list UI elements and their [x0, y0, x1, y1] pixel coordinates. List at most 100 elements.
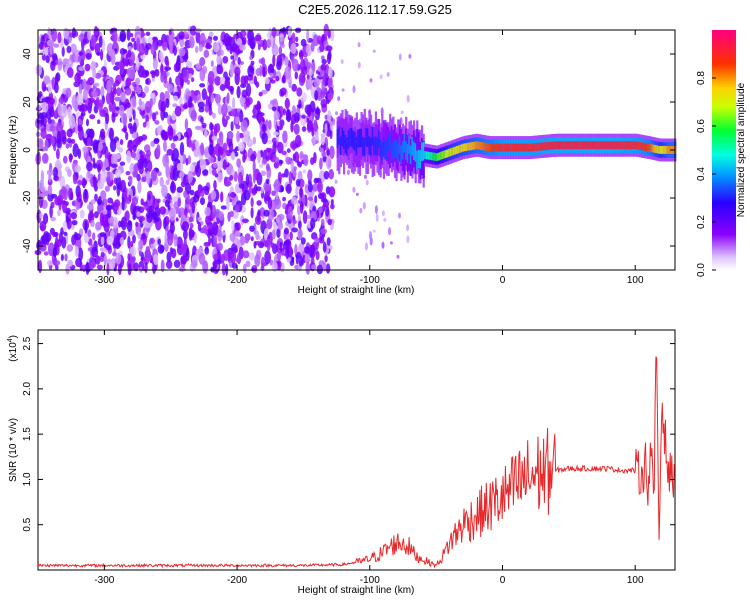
- spectrogram-cell: [245, 173, 250, 186]
- y-tick-label: 2.0: [22, 381, 33, 395]
- spectrogram-cell: [425, 151, 428, 160]
- spectrogram-cell: [381, 210, 385, 216]
- snr-panel: -300 -200 -100 0 100 0.5 1.0 1.5 2.0 2.5 Height …: [7, 329, 676, 596]
- spectrogram-cell: [135, 221, 139, 228]
- spectrogram-cell: [88, 97, 96, 104]
- spectrogram-cell: [273, 179, 281, 193]
- spectrogram-cell: [149, 93, 155, 99]
- spectrogram-cell: [546, 142, 549, 150]
- y-tick-label: -20: [22, 190, 33, 205]
- spectrogram-cell: [239, 109, 244, 123]
- spectrogram-cell: [427, 151, 430, 160]
- spectrogram-cell: [352, 85, 356, 93]
- snr-y-ticks: 0.5 1.0 1.5 2.0 2.5: [22, 336, 675, 532]
- spectrogram-cell: [310, 157, 315, 166]
- spectrogram-cell: [360, 128, 363, 148]
- spectrogram-cell: [648, 143, 651, 152]
- spectrogram-cell: [80, 104, 88, 113]
- spectrogram-cell: [146, 150, 152, 158]
- spectrogram-cell: [389, 131, 392, 169]
- spectrogram-cell: [44, 139, 49, 152]
- spectrogram-cell: [130, 33, 134, 38]
- spectrogram-cell: [290, 42, 297, 55]
- spectrogram-cell: [61, 236, 67, 249]
- spectrogram-cell: [287, 26, 292, 38]
- spectrogram-cell: [225, 181, 232, 186]
- spectrogram-cell: [231, 200, 236, 207]
- spectrogram-cell: [577, 141, 580, 150]
- spectrogram-cell: [242, 153, 246, 163]
- x-tick-label: 100: [627, 275, 644, 286]
- spectrogram-cell: [279, 37, 284, 42]
- spectrogram-cell: [202, 169, 209, 176]
- spectrogram-cell: [108, 103, 113, 113]
- spectrogram-cell: [256, 200, 262, 206]
- spectrogram-cell: [327, 92, 334, 101]
- spectrogram-cell: [49, 125, 53, 132]
- spectrogram-cell: [291, 140, 297, 151]
- spectrogram-cell: [369, 231, 372, 240]
- spectrogram-cell: [244, 238, 249, 244]
- spectrogram-cell: [227, 131, 234, 140]
- spectrogram-cell: [207, 70, 215, 85]
- spectrogram-cell: [210, 60, 214, 67]
- spectrogram-cell: [300, 200, 304, 214]
- spectrogram-cell: [330, 199, 334, 205]
- spectrogram-cell: [51, 28, 58, 42]
- spectrogram-cell: [45, 133, 53, 141]
- spectrogram-cell: [145, 78, 149, 85]
- spectrogram-cell: [83, 133, 88, 139]
- spectrogram-cell: [119, 61, 125, 76]
- spectrogram-cell: [263, 181, 270, 192]
- spectrogram-cell: [328, 168, 335, 180]
- spectrogram-cell: [136, 86, 142, 95]
- spectrogram-cell: [481, 142, 484, 151]
- spectrogram-cell: [401, 141, 405, 160]
- spectrogram-cell: [304, 246, 310, 254]
- spectrogram-cell: [152, 36, 158, 42]
- spectrogram-cell: [236, 130, 241, 143]
- spectrogram-cell: [127, 253, 131, 261]
- spectrogram-cell: [505, 143, 508, 152]
- spectrogram-cell: [341, 127, 344, 147]
- spectrogram-cell: [388, 227, 391, 236]
- spectrogram-cell: [219, 76, 226, 85]
- spectrogram-cell: [302, 210, 308, 224]
- spectrogram-cell: [572, 141, 575, 150]
- spectrogram-cell: [113, 185, 117, 191]
- spectrogram-cell: [42, 115, 47, 128]
- spectrogram-cell: [320, 192, 327, 201]
- spectrogram-cell: [92, 232, 96, 241]
- spectrogram-cell: [71, 27, 76, 39]
- spectrogram-cell: [99, 109, 107, 117]
- spectrogram-cell: [100, 190, 107, 200]
- spectrogram-cell: [299, 49, 304, 60]
- spectrogram-cell: [100, 128, 105, 138]
- spectrogram-cell: [629, 141, 632, 150]
- spectrogram-cell: [70, 212, 78, 220]
- spectrogram-cell: [355, 192, 359, 196]
- spectrogram-cell: [172, 167, 179, 181]
- spectrogram-cell: [320, 90, 326, 99]
- spectrogram-cell: [126, 28, 131, 41]
- spectrogram-cell: [120, 216, 127, 231]
- spectrogram-cell: [68, 115, 76, 129]
- spectrogram-cell: [53, 95, 57, 107]
- spectrogram-cell: [419, 150, 422, 169]
- spectrogram-cell: [114, 96, 121, 102]
- spectrogram-cell: [194, 165, 199, 174]
- x-tick-label: -100: [360, 275, 380, 286]
- spectrogram-cell: [651, 144, 655, 153]
- spectrogram-cell: [84, 220, 88, 234]
- spectrogram-cell: [408, 135, 411, 154]
- spectrogram-cell: [280, 186, 285, 193]
- spectrogram-cell: [373, 136, 376, 156]
- spectrogram-cell: [66, 137, 72, 144]
- spectrogram-cell: [284, 168, 289, 178]
- spectrogram-cell: [130, 151, 137, 159]
- spectrogram-cell: [86, 137, 92, 147]
- spectrogram-cell: [553, 141, 556, 150]
- spectrogram-cell: [194, 125, 202, 130]
- spectrogram-cell: [336, 129, 339, 148]
- spectrogram-cell: [334, 179, 338, 184]
